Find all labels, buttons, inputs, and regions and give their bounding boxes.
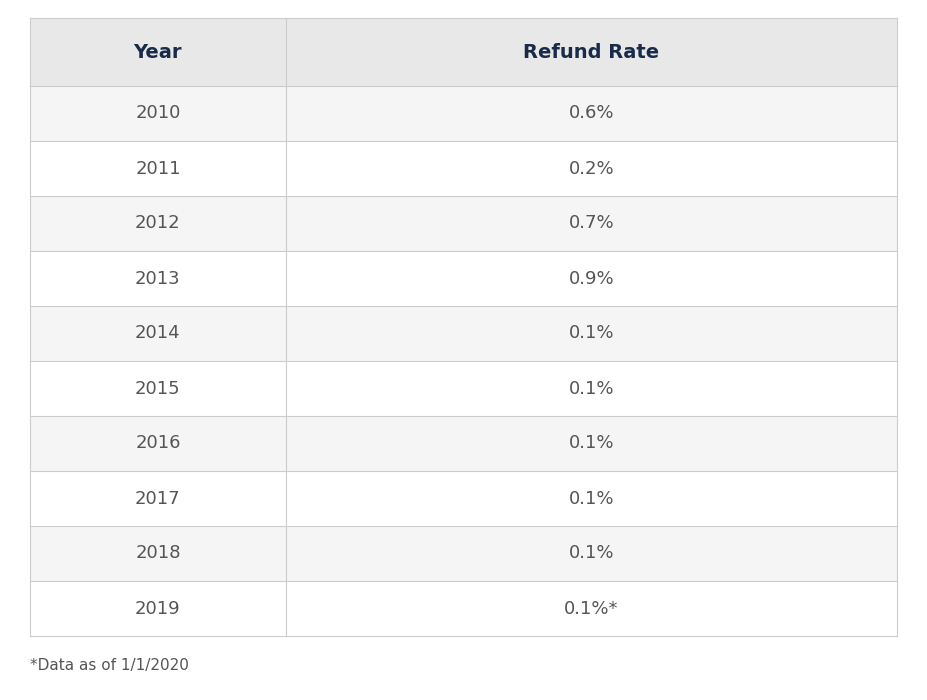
Bar <box>30 416 897 471</box>
Text: 2016: 2016 <box>135 435 181 452</box>
Text: 0.6%: 0.6% <box>568 104 614 122</box>
Text: 2015: 2015 <box>135 379 181 398</box>
Text: 2017: 2017 <box>135 489 181 508</box>
Bar <box>30 471 897 526</box>
Bar <box>30 581 897 636</box>
Bar <box>30 306 897 361</box>
Text: 2014: 2014 <box>135 325 181 342</box>
Text: 0.9%: 0.9% <box>568 270 615 288</box>
Text: 0.1%: 0.1% <box>568 325 614 342</box>
Bar <box>30 141 897 196</box>
Text: 0.1%: 0.1% <box>568 379 614 398</box>
Text: 2012: 2012 <box>135 214 181 232</box>
Bar <box>30 86 897 141</box>
Text: *Data as of 1/1/2020: *Data as of 1/1/2020 <box>30 658 189 673</box>
Text: 0.1%*: 0.1%* <box>565 599 618 617</box>
Bar <box>30 526 897 581</box>
Text: 2011: 2011 <box>135 160 181 178</box>
Text: 0.1%: 0.1% <box>568 489 614 508</box>
Bar <box>30 196 897 251</box>
Bar <box>30 361 897 416</box>
Bar <box>30 251 897 306</box>
Text: 2010: 2010 <box>135 104 181 122</box>
Text: 2013: 2013 <box>135 270 181 288</box>
Bar <box>30 18 897 86</box>
Text: 0.1%: 0.1% <box>568 435 614 452</box>
Text: 2019: 2019 <box>135 599 181 617</box>
Text: Year: Year <box>133 43 182 62</box>
Text: Refund Rate: Refund Rate <box>524 43 659 62</box>
Text: 0.7%: 0.7% <box>568 214 615 232</box>
Text: 0.2%: 0.2% <box>568 160 615 178</box>
Text: 2018: 2018 <box>135 545 181 563</box>
Text: 0.1%: 0.1% <box>568 545 614 563</box>
